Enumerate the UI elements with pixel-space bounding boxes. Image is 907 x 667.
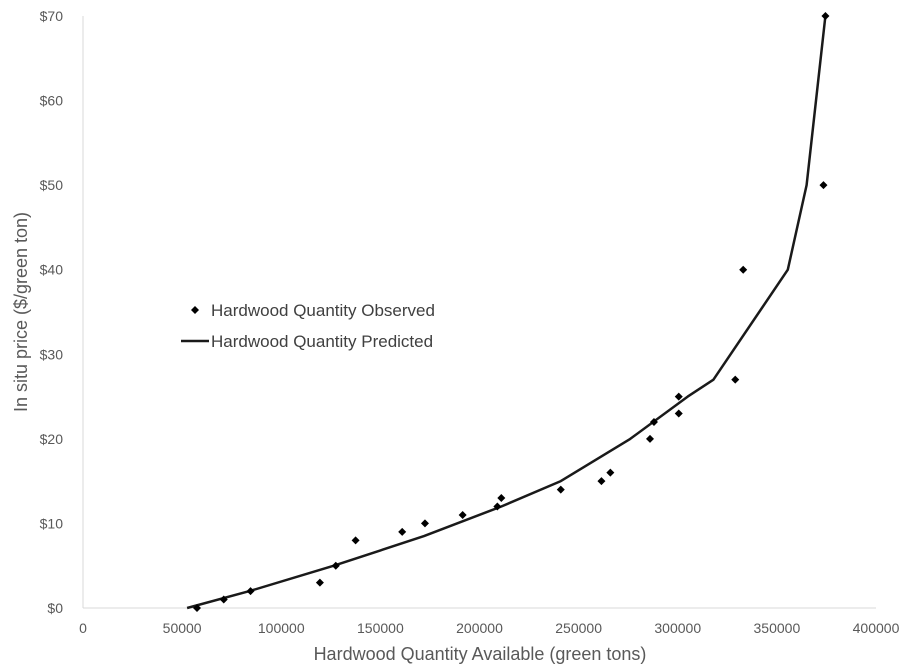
x-tick-label: 150000 bbox=[357, 620, 404, 636]
x-axis-title: Hardwood Quantity Available (green tons) bbox=[314, 644, 647, 664]
plot-area bbox=[186, 12, 830, 612]
observed-point bbox=[493, 502, 502, 511]
observed-point bbox=[420, 519, 429, 528]
observed-point bbox=[556, 485, 565, 494]
observed-point bbox=[351, 536, 360, 545]
x-tick-label: 0 bbox=[79, 620, 87, 636]
observed-point bbox=[331, 561, 340, 570]
observed-point bbox=[606, 468, 615, 477]
y-tick-label: $40 bbox=[40, 262, 64, 278]
legend: Hardwood Quantity Observed Hardwood Quan… bbox=[181, 301, 435, 351]
observed-point bbox=[674, 392, 683, 401]
predicted-line bbox=[186, 15, 827, 610]
y-tick-label: $70 bbox=[40, 8, 64, 24]
observed-point bbox=[398, 527, 407, 536]
y-tick-label: $60 bbox=[40, 93, 64, 109]
axes bbox=[82, 16, 876, 609]
observed-point bbox=[731, 375, 740, 384]
y-tick-label: $30 bbox=[40, 346, 64, 362]
x-tick-label: 250000 bbox=[555, 620, 602, 636]
y-axis-ticks: $0 $10 $20 $30 $40 $50 $60 $70 bbox=[40, 8, 64, 616]
x-tick-label: 200000 bbox=[456, 620, 503, 636]
observed-point bbox=[819, 181, 828, 190]
observed-point bbox=[315, 578, 324, 587]
x-tick-label: 300000 bbox=[654, 620, 701, 636]
observed-point bbox=[246, 587, 255, 596]
y-axis-title: In situ price ($/green ton) bbox=[11, 212, 31, 412]
observed-point bbox=[645, 434, 654, 443]
observed-point bbox=[674, 409, 683, 418]
legend-label-predicted: Hardwood Quantity Predicted bbox=[211, 332, 433, 351]
y-tick-label: $50 bbox=[40, 177, 64, 193]
observed-point bbox=[219, 595, 228, 604]
observed-point bbox=[458, 510, 467, 519]
x-tick-label: 400000 bbox=[853, 620, 900, 636]
x-tick-label: 100000 bbox=[258, 620, 305, 636]
observed-point bbox=[739, 265, 748, 274]
y-tick-label: $20 bbox=[40, 431, 64, 447]
x-tick-label: 50000 bbox=[163, 620, 202, 636]
observed-point bbox=[821, 12, 830, 20]
legend-marker-observed bbox=[191, 306, 199, 314]
observed-point bbox=[497, 494, 506, 503]
y-tick-label: $10 bbox=[40, 515, 64, 531]
observed-point bbox=[649, 417, 658, 426]
legend-label-observed: Hardwood Quantity Observed bbox=[211, 301, 435, 320]
observed-point bbox=[597, 477, 606, 486]
x-tick-label: 350000 bbox=[754, 620, 801, 636]
x-axis-ticks: 0 50000 100000 150000 200000 250000 300000 3500… bbox=[79, 620, 899, 636]
observed-point bbox=[192, 604, 201, 612]
y-tick-label: $0 bbox=[47, 600, 63, 616]
